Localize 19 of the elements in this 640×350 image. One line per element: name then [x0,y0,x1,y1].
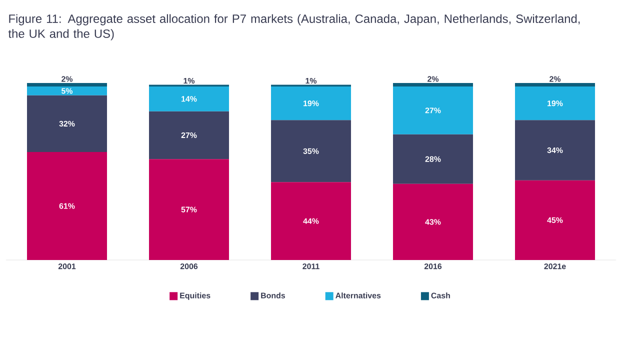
bar [27,83,108,87]
bar [515,86,596,120]
bar [149,159,230,260]
bar [393,134,474,184]
bar [27,86,108,96]
bar [271,182,352,260]
bar [515,180,596,260]
bar [271,86,352,120]
bar [27,152,108,260]
bar [515,83,596,87]
bar [393,86,474,134]
bar [515,120,596,180]
bar [149,86,230,112]
bar [393,184,474,260]
bar [27,95,108,152]
bar [393,83,474,87]
bar [271,120,352,182]
bar [149,111,230,160]
chart-title: Figure 11: Aggregate asset allocation for P7 markets (Australia, Canada, Japan, Netherlands, Switzerland, the UK and the US) [8,14,580,40]
